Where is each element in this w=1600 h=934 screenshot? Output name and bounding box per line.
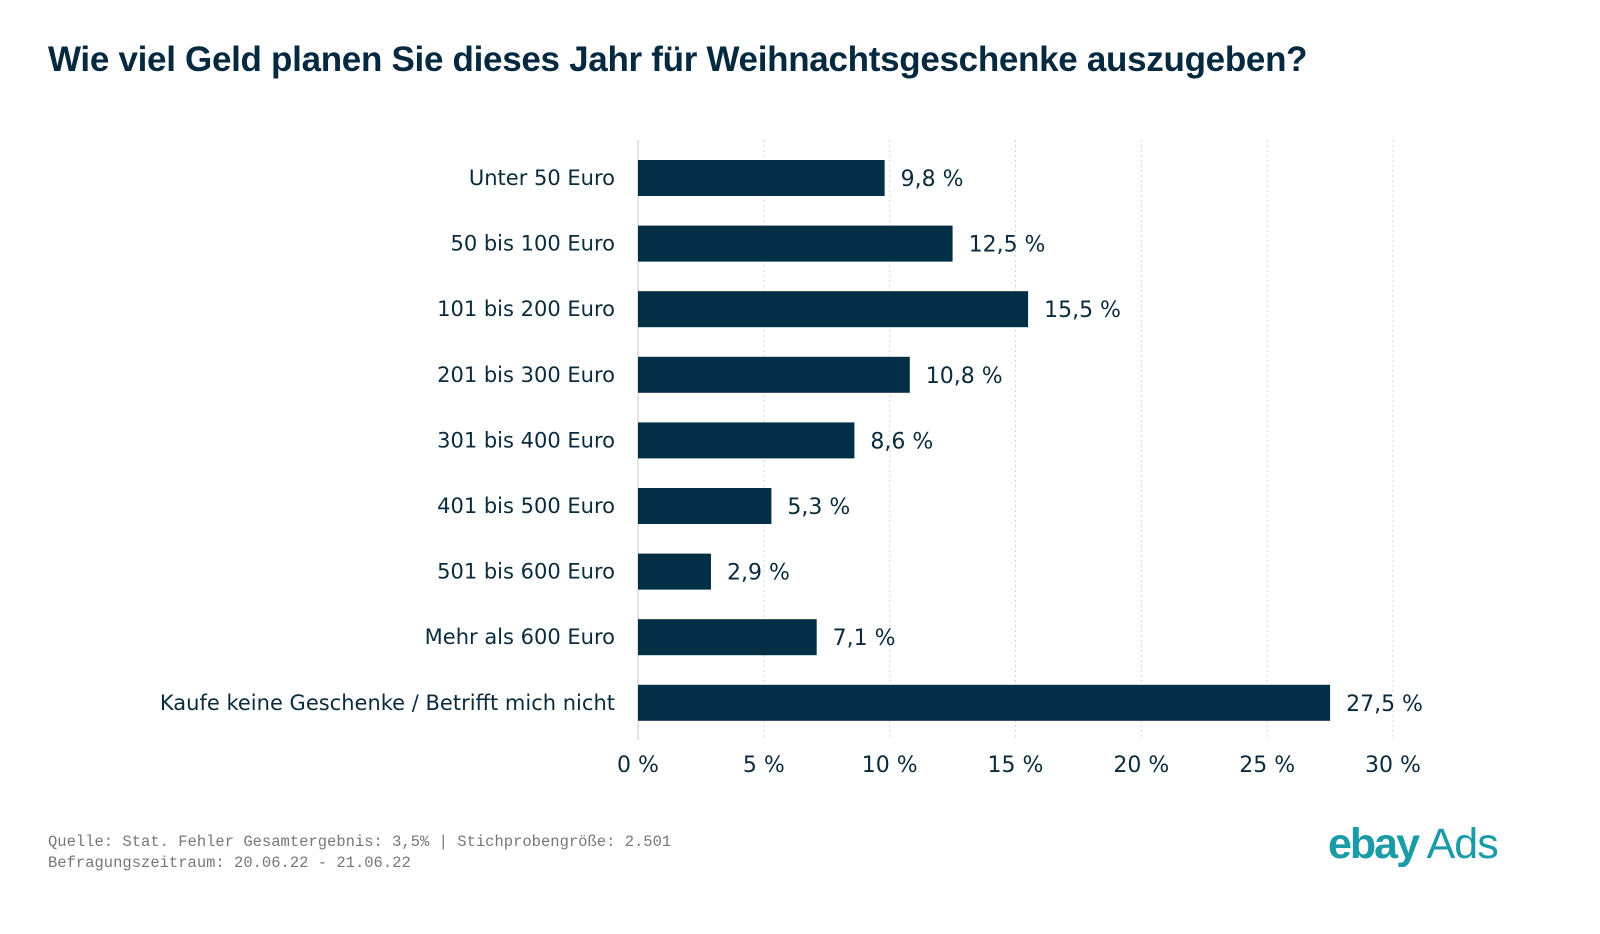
category-label: 50 bis 100 Euro <box>450 232 615 256</box>
bar <box>638 684 1331 721</box>
bar <box>638 356 910 393</box>
value-label: 5,3 % <box>787 495 850 520</box>
x-tick-label: 0 % <box>617 753 659 778</box>
value-label: 10,8 % <box>926 364 1003 389</box>
source-note: Quelle: Stat. Fehler Gesamtergebnis: 3,5… <box>48 832 671 874</box>
logo-brand: ebay <box>1328 820 1420 868</box>
source-line-1: Quelle: Stat. Fehler Gesamtergebnis: 3,5… <box>48 833 672 851</box>
category-label: 201 bis 300 Euro <box>437 363 615 387</box>
bar <box>638 225 953 262</box>
category-label: 501 bis 600 Euro <box>437 560 615 584</box>
x-tick-label: 10 % <box>862 753 918 778</box>
bar <box>638 553 711 590</box>
category-label: Mehr als 600 Euro <box>425 625 615 649</box>
bars <box>638 160 1331 721</box>
x-tick-label: 15 % <box>988 753 1044 778</box>
bar <box>638 160 885 196</box>
bar <box>638 619 817 656</box>
bar <box>638 291 1029 328</box>
value-label: 8,6 % <box>870 429 933 454</box>
x-tick-label: 5 % <box>743 753 785 778</box>
value-label: 27,5 % <box>1346 692 1423 717</box>
category-label: 101 bis 200 Euro <box>437 297 615 321</box>
category-label: Unter 50 Euro <box>469 166 615 190</box>
logo-product: Ads <box>1426 820 1499 868</box>
value-label: 2,9 % <box>727 561 790 586</box>
value-label: 15,5 % <box>1044 298 1121 323</box>
x-tick-label: 20 % <box>1113 753 1169 778</box>
value-label: 12,5 % <box>969 233 1046 258</box>
ebay-ads-logo: ebay Ads <box>1328 820 1499 869</box>
value-label: 9,8 % <box>901 167 964 192</box>
bar <box>638 422 855 459</box>
category-label: 401 bis 500 Euro <box>437 494 615 518</box>
category-labels: Unter 50 Euro 50 bis 100 Euro 101 bis 200 … <box>160 166 615 715</box>
x-axis-ticks: 0 % 5 % 10 % 15 % 20 % 25 % 30 % <box>617 753 1421 778</box>
chart-title: Wie viel Geld planen Sie dieses Jahr für… <box>48 40 1308 79</box>
category-label: Kaufe keine Geschenke / Betrifft mich ni… <box>160 691 615 715</box>
category-label: 301 bis 400 Euro <box>437 428 615 452</box>
x-tick-label: 25 % <box>1239 753 1295 778</box>
value-label: 7,1 % <box>833 626 896 651</box>
bar <box>638 488 772 524</box>
source-line-2: Befragungszeitraum: 20.06.22 - 21.06.22 <box>48 854 411 872</box>
value-labels: 9,8 % 12,5 % 15,5 % 10,8 % 8,6 % 5,3 % 2,9 % 7,… <box>727 167 1423 717</box>
x-tick-label: 30 % <box>1365 753 1421 778</box>
